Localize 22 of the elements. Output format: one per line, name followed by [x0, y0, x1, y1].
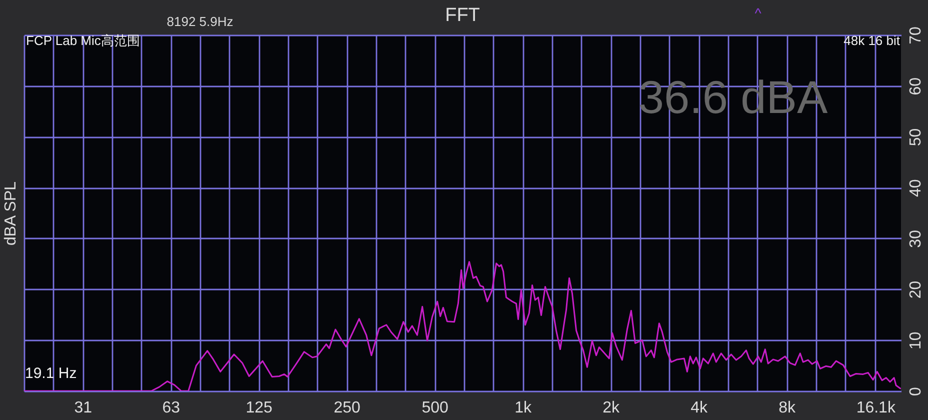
y-tick-label: 10	[908, 332, 924, 350]
y-tick-label: 70	[908, 26, 924, 44]
y-tick-label: 30	[908, 230, 924, 248]
x-tick-label: 125	[246, 400, 273, 416]
text: ^	[754, 5, 762, 21]
x-tick-label: 250	[334, 400, 361, 416]
y-axis-title: dBA SPL	[2, 181, 20, 246]
x-tick-label: 500	[422, 400, 449, 416]
y-tick-label: 40	[908, 179, 924, 197]
x-tick-label: 31	[74, 400, 92, 416]
x-tick-label: 4k	[690, 400, 709, 416]
x-tick-label: 2k	[602, 400, 621, 416]
x-tick-label: 1k	[514, 400, 533, 416]
x-tick-label: 8k	[778, 400, 797, 416]
x-tick-label: 16.1k	[856, 400, 896, 416]
text: 8192 5.9Hz	[166, 14, 234, 29]
y-tick-label: 60	[908, 77, 924, 96]
y-tick-label: 20	[908, 280, 924, 299]
chart-title: FFT	[445, 5, 480, 26]
y-tick-label: 0	[908, 386, 924, 396]
x-tick-label: 63	[162, 400, 180, 416]
y-tick-label: 50	[908, 128, 924, 146]
